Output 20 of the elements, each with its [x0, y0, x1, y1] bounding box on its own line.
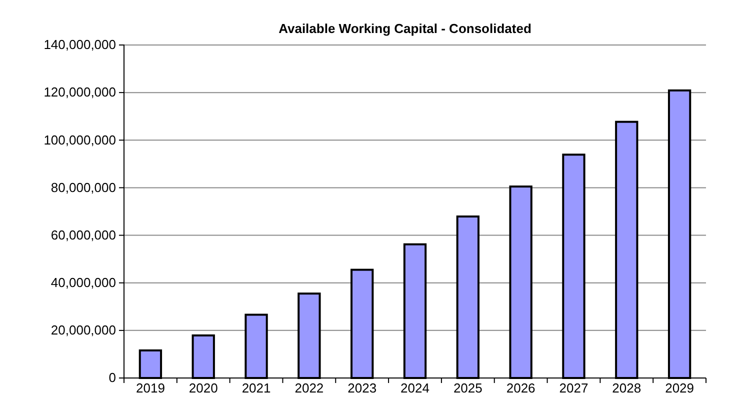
x-tick-label: 2028: [612, 380, 642, 396]
x-tick-label: 2022: [294, 380, 324, 396]
chart-title: Available Working Capital - Consolidated: [278, 21, 532, 36]
y-tick-label: 100,000,000: [44, 132, 116, 148]
x-tick-label: 2023: [348, 380, 377, 396]
y-tick-label: 40,000,000: [50, 275, 116, 290]
x-tick-label: 2026: [506, 380, 536, 396]
y-tick-label: 140,000,000: [44, 37, 116, 52]
y-tick-label: 120,000,000: [44, 84, 116, 100]
x-tick-label: 2027: [559, 380, 588, 396]
x-tick-label: 2024: [400, 380, 430, 396]
x-tick-label: 2020: [188, 380, 218, 396]
y-tick-label: 60,000,000: [50, 227, 116, 242]
x-tick-label: 2029: [665, 380, 694, 396]
y-tick-label: 0: [108, 370, 116, 386]
y-tick-label: 20,000,000: [50, 322, 116, 338]
x-tick-label: 2025: [453, 380, 482, 396]
x-tick-label: 2019: [136, 380, 165, 396]
y-tick-label: 80,000,000: [50, 180, 116, 195]
x-tick-label: 2021: [242, 380, 271, 396]
